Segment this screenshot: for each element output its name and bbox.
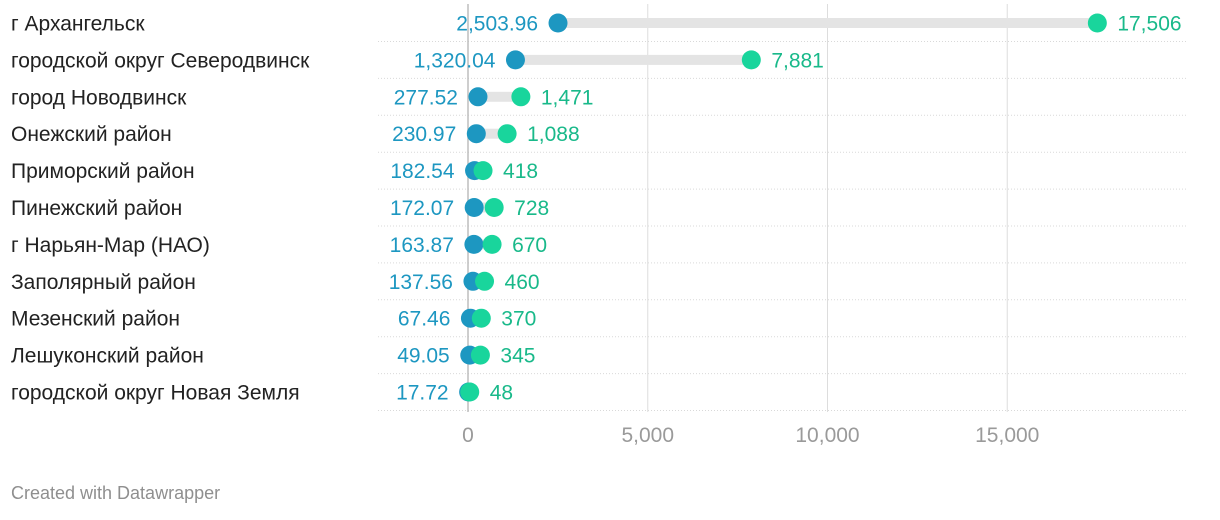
dot-value-b	[460, 382, 480, 402]
data-label-value-a: 277.52	[394, 86, 458, 109]
x-tick-label: 0	[462, 424, 474, 447]
data-label-value-a: 17.72	[396, 382, 449, 405]
chart-row: Пинежский район 172.07 728	[11, 197, 549, 220]
range-bar	[515, 54, 752, 65]
row-label: город Новодвинск	[11, 86, 187, 109]
data-label-value-b: 460	[505, 271, 540, 294]
dot-value-b	[484, 198, 504, 217]
chart-row: Онежский район 230.97 1,088	[11, 123, 580, 146]
data-label-value-b: 1,088	[527, 123, 580, 146]
dot-value-b	[471, 308, 491, 328]
datawrapper-credit: Created with Datawrapper	[11, 483, 221, 503]
data-label-value-a: 49.05	[397, 345, 450, 368]
data-label-value-b: 1,471	[541, 86, 594, 109]
x-tick-label: 10,000	[795, 424, 859, 447]
x-tick-label: 15,000	[975, 424, 1039, 447]
dot-value-b	[511, 87, 531, 107]
dot-value-b	[741, 50, 761, 70]
rows-layer: г Архангельск 2,503.96 17,506 городской окр…	[11, 13, 1182, 405]
dot-value-b	[1087, 13, 1107, 33]
data-label-value-a: 163.87	[390, 234, 454, 257]
dot-plot-chart: 0 5,000 10,000 15,000 г Архангельск 2,503.96…	[11, 4, 1187, 447]
dot-value-a	[464, 234, 484, 254]
chart-row: г Архангельск 2,503.96 17,506	[11, 13, 1182, 36]
dot-value-b	[497, 124, 517, 144]
data-label-value-a: 1,320.04	[414, 49, 496, 72]
data-label-value-a: 2,503.96	[456, 13, 538, 36]
row-label: Приморский район	[11, 160, 195, 183]
chart-row: Приморский район 182.54 418	[11, 160, 538, 183]
dot-value-b	[473, 161, 493, 181]
chart-row: Мезенский район 67.46 370	[11, 308, 536, 331]
data-label-value-b: 17,506	[1117, 13, 1181, 36]
row-label: городской округ Новая Земля	[11, 382, 300, 405]
data-label-value-b: 7,881	[771, 49, 824, 72]
data-label-value-a: 137.56	[389, 271, 453, 294]
row-label: Лешуконский район	[11, 345, 204, 368]
data-label-value-b: 418	[503, 160, 538, 183]
chart-row: Лешуконский район 49.05 345	[11, 345, 535, 368]
row-label: Мезенский район	[11, 308, 180, 331]
dot-value-a	[464, 198, 484, 217]
dot-value-b	[482, 234, 502, 254]
data-label-value-b: 370	[501, 308, 536, 331]
row-label: Пинежский район	[11, 197, 182, 220]
x-tick-label: 5,000	[621, 424, 674, 447]
chart-row: городской округ Новая Земля 17.72 48	[11, 382, 513, 405]
chart-row: г Нарьян-Мар (НАО) 163.87 670	[11, 234, 547, 257]
data-label-value-a: 182.54	[390, 160, 455, 183]
dot-value-b	[470, 345, 490, 365]
chart-row: городской округ Северодвинск 1,320.04 7,88…	[11, 49, 824, 72]
data-label-value-b: 345	[500, 345, 535, 368]
range-bar	[477, 91, 521, 102]
data-label-value-a: 67.46	[398, 308, 451, 331]
range-bar	[558, 18, 1098, 28]
row-label: г Нарьян-Мар (НАО)	[11, 234, 210, 257]
row-label: городской округ Северодвинск	[11, 49, 310, 72]
data-label-value-a: 230.97	[392, 123, 456, 146]
data-label-value-b: 48	[490, 382, 513, 405]
range-bar	[476, 128, 508, 139]
data-label-value-a: 172.07	[390, 197, 454, 220]
x-axis: 0 5,000 10,000 15,000	[462, 424, 1039, 447]
chart-row: Заполярный район 137.56 460	[11, 271, 540, 294]
dot-value-a	[505, 50, 525, 70]
chart-row: город Новодвинск 277.52 1,471	[11, 86, 593, 109]
data-label-value-b: 728	[514, 197, 549, 220]
data-label-value-b: 670	[512, 234, 547, 257]
row-label: Заполярный район	[11, 271, 196, 294]
dot-value-a	[548, 13, 568, 33]
dot-value-b	[475, 271, 495, 291]
row-label: Онежский район	[11, 123, 172, 146]
dot-value-a	[466, 124, 486, 144]
dot-value-a	[468, 87, 488, 107]
range-bar	[474, 202, 495, 213]
row-label: г Архангельск	[11, 13, 145, 36]
